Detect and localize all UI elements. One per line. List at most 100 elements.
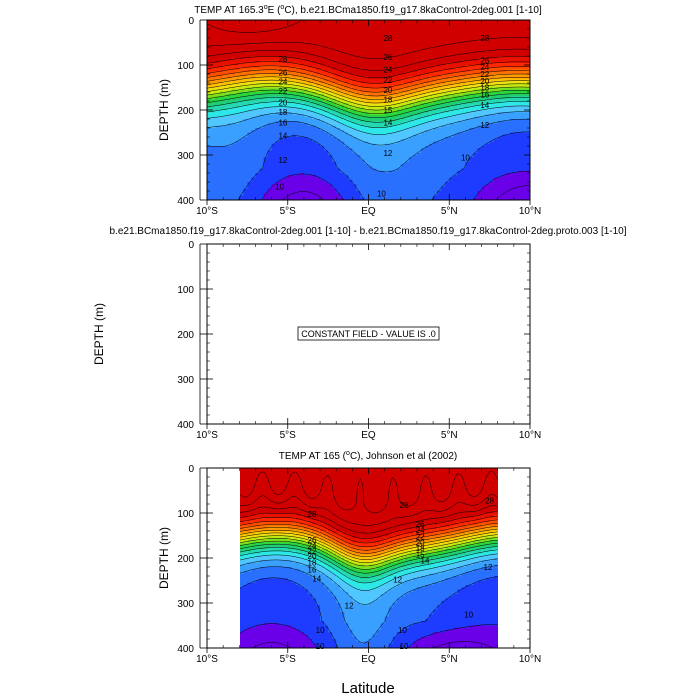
contour-cell xyxy=(352,24,357,28)
contour-cell xyxy=(320,38,325,41)
contour-cell xyxy=(263,103,269,107)
contour-cell xyxy=(481,87,487,91)
contour-cell xyxy=(461,92,466,95)
contour-cell xyxy=(303,67,309,71)
contour-cell xyxy=(513,110,519,113)
contour-cell xyxy=(481,96,487,100)
contour-cell xyxy=(368,26,374,30)
contour-cell xyxy=(324,31,329,35)
contour-cell xyxy=(372,137,378,140)
contour-cell xyxy=(388,139,394,143)
contour-cell xyxy=(271,134,277,138)
contour-cell xyxy=(219,92,224,95)
contour-cell xyxy=(348,152,353,156)
contour-cell xyxy=(332,65,337,68)
contour-cell xyxy=(449,148,454,152)
contour-cell xyxy=(489,119,495,122)
contour-cell xyxy=(501,29,507,32)
contour-cell xyxy=(461,35,466,39)
contour-cell xyxy=(380,24,386,28)
contour-cell xyxy=(219,38,224,41)
contour-cell xyxy=(477,146,483,149)
contour-cell xyxy=(493,62,499,66)
contour-cell xyxy=(295,26,301,30)
contour-cell xyxy=(223,49,228,53)
contour-cell xyxy=(392,71,398,75)
contour-cell xyxy=(521,31,527,35)
contour-cell xyxy=(316,123,321,127)
contour-cell xyxy=(433,67,438,71)
contour-cell xyxy=(231,49,236,53)
contour-cell xyxy=(316,141,321,145)
contour-cell xyxy=(465,33,471,37)
contour-cell xyxy=(239,71,244,75)
contour-cell xyxy=(392,53,398,57)
contour-cell xyxy=(416,121,422,125)
contour-cell xyxy=(223,110,228,113)
contour-cell xyxy=(437,105,442,109)
contour-cell xyxy=(433,130,438,134)
contour-cell xyxy=(271,76,277,80)
contour-cell xyxy=(449,22,454,26)
contour-cell xyxy=(433,33,438,37)
contour-cell xyxy=(259,40,265,44)
contour-cell xyxy=(267,98,273,102)
contour-cell xyxy=(412,130,418,134)
contour-cell xyxy=(493,24,499,28)
contour-cell xyxy=(263,53,269,57)
contour-cell xyxy=(388,20,394,23)
contour-cell xyxy=(433,128,438,131)
contour-cell xyxy=(227,53,232,57)
contour-cell xyxy=(223,65,228,68)
contour-cell xyxy=(408,146,414,149)
contour-cell xyxy=(348,150,353,154)
contour-cell xyxy=(525,78,530,82)
contour-cell xyxy=(324,29,329,32)
contour-cell xyxy=(525,26,530,30)
contour-cell xyxy=(489,89,495,93)
contour-cell xyxy=(259,26,265,30)
contour-cell xyxy=(207,85,212,89)
contour-cell xyxy=(380,157,386,161)
contour-cell xyxy=(425,123,430,127)
contour-cell xyxy=(271,157,277,161)
contour-cell xyxy=(509,114,515,118)
contour-cell xyxy=(497,143,503,147)
contour-cell xyxy=(303,80,309,84)
contour-cell xyxy=(295,83,301,86)
contour-cell xyxy=(517,44,523,48)
contour-cell xyxy=(416,53,422,57)
contour-cell xyxy=(513,53,519,57)
contour-cell xyxy=(275,130,281,134)
contour-cell xyxy=(404,74,410,77)
contour-cell xyxy=(412,62,418,66)
contour-cell xyxy=(227,103,232,107)
contour-cell xyxy=(425,152,430,156)
contour-cell xyxy=(449,40,454,44)
contour-cell xyxy=(485,76,491,80)
contour-cell xyxy=(408,116,414,120)
contour-cell xyxy=(247,67,253,71)
contour-cell xyxy=(307,51,313,55)
contour-cell xyxy=(384,83,390,86)
contour-cell xyxy=(433,22,438,26)
contour-cell xyxy=(497,152,503,156)
contour-cell xyxy=(497,137,503,140)
contour-cell xyxy=(441,40,446,44)
contour-cell xyxy=(356,116,362,120)
contour-cell xyxy=(473,80,479,84)
contour-cell xyxy=(364,83,370,86)
contour-cell xyxy=(259,24,265,28)
contour-cell xyxy=(441,146,446,149)
contour-cell xyxy=(497,62,503,66)
contour-cell xyxy=(324,87,329,91)
contour-cell xyxy=(416,92,422,95)
contour-cell xyxy=(497,116,503,120)
contour-cell xyxy=(425,74,430,77)
contour-cell xyxy=(291,94,297,98)
contour-cell xyxy=(384,80,390,84)
contour-cell xyxy=(267,83,273,86)
contour-cell xyxy=(525,132,530,136)
contour-cell xyxy=(239,53,244,57)
contour-cell xyxy=(380,31,386,35)
